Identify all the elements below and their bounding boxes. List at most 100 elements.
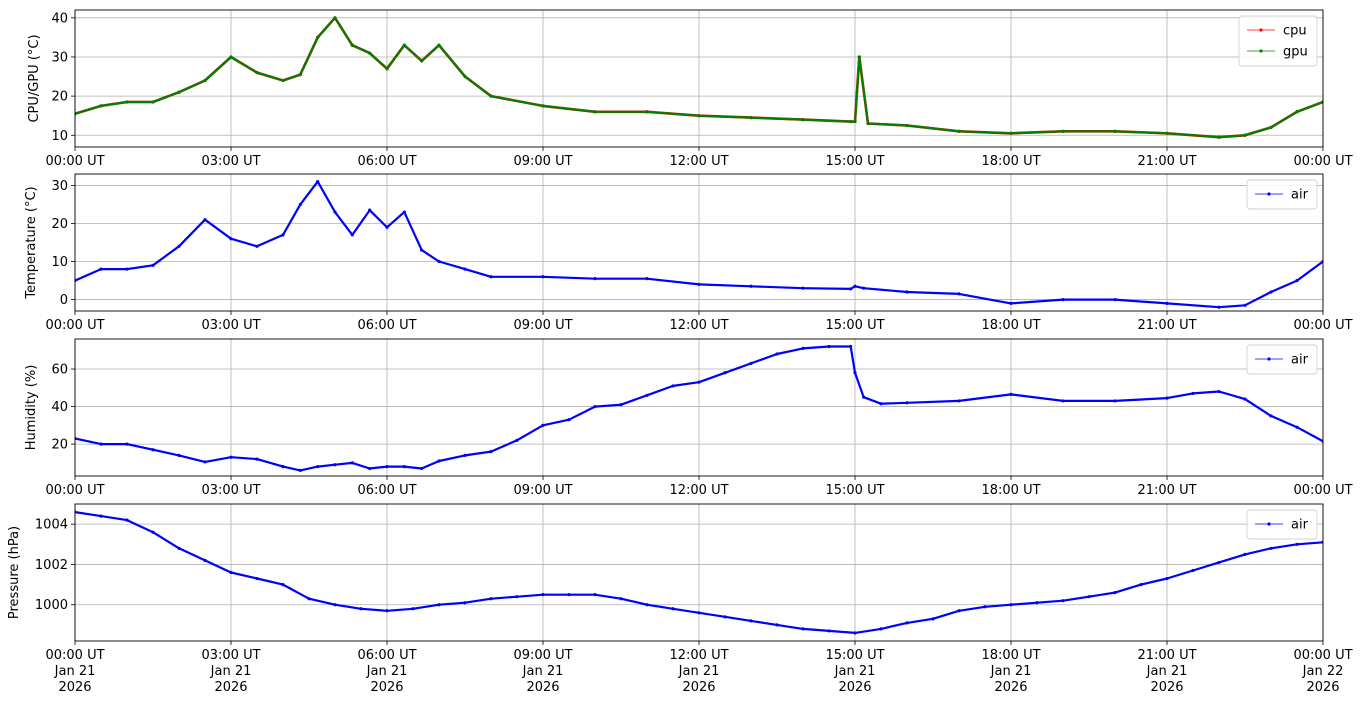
- data-point: [298, 72, 302, 77]
- x-tick-label: 00:00 UT: [45, 318, 104, 333]
- data-point: [307, 597, 311, 601]
- data-point: [645, 110, 649, 114]
- data-point: [402, 465, 406, 469]
- data-point: [333, 603, 337, 607]
- legend: air: [1246, 509, 1318, 540]
- data-point: [1035, 601, 1039, 605]
- legend-item-gpu: gpu: [1247, 45, 1308, 60]
- data-point: [541, 275, 545, 279]
- plot-frame: [74, 9, 1324, 148]
- data-point: [697, 380, 701, 384]
- data-point: [177, 244, 181, 248]
- data-point: [957, 129, 961, 133]
- data-point: [463, 74, 467, 79]
- data-point: [567, 593, 571, 597]
- plot-frame: [74, 338, 1324, 477]
- x-tick-label: 12:00 UT: [669, 318, 728, 333]
- data-point: [420, 466, 424, 471]
- data-point: [957, 609, 961, 613]
- data-point: [1243, 303, 1247, 307]
- data-point: [1295, 542, 1299, 546]
- x-tick-label: 15:00 UT Jan 21 2026: [825, 648, 884, 695]
- x-tick-label: 06:00 UT: [357, 318, 416, 333]
- x-tick-label: 18:00 UT Jan 21 2026: [981, 648, 1040, 695]
- legend-swatch-marker: [1267, 522, 1271, 526]
- x-tick-label: 03:00 UT: [201, 483, 260, 498]
- data-point: [593, 110, 597, 114]
- y-axis-label: CPU/GPU (°C): [27, 34, 42, 122]
- data-point: [541, 593, 545, 597]
- data-point: [849, 344, 853, 349]
- data-point: [1217, 560, 1221, 565]
- data-point: [1165, 301, 1169, 305]
- data-point: [853, 371, 857, 375]
- data-point: [359, 607, 363, 611]
- data-point: [957, 399, 961, 403]
- data-point: [151, 530, 155, 534]
- data-point: [515, 595, 519, 599]
- data-point: [281, 233, 285, 237]
- data-point: [385, 67, 389, 71]
- data-point: [1295, 425, 1299, 429]
- panel-2: 00:00 UT 03:00 UT 06:00 UT 09:00 UT 12:00 UT…: [24, 173, 1353, 333]
- data-point: [350, 43, 354, 47]
- plot-frame: [74, 173, 1324, 312]
- data-point: [1113, 591, 1117, 595]
- y-tick-label: 60: [51, 363, 68, 378]
- y-tick-label: 10: [51, 129, 68, 144]
- data-point: [749, 619, 753, 623]
- x-tick-label: 15:00 UT: [825, 483, 884, 498]
- x-tick-label: 18:00 UT: [981, 483, 1040, 498]
- legend-swatch-marker: [1267, 192, 1271, 196]
- data-point: [99, 267, 103, 271]
- data-point: [1009, 603, 1013, 607]
- data-point: [437, 43, 441, 47]
- x-tick-label: 09:00 UT: [513, 483, 572, 498]
- legend-swatch-marker: [1259, 28, 1263, 32]
- data-point: [255, 71, 259, 75]
- data-point: [801, 346, 805, 350]
- data-point: [862, 286, 866, 290]
- data-point: [1269, 125, 1273, 130]
- data-point: [1243, 133, 1247, 137]
- data-point: [541, 423, 545, 427]
- data-point: [463, 267, 467, 271]
- data-point: [723, 371, 727, 375]
- data-point: [593, 404, 597, 409]
- data-point: [1113, 297, 1117, 302]
- data-point: [1087, 595, 1091, 599]
- data-point: [1269, 414, 1273, 418]
- data-point: [99, 514, 103, 518]
- data-point: [827, 629, 831, 633]
- legend: cpu gpu: [1238, 15, 1318, 67]
- x-tick-label: 18:00 UT: [981, 154, 1040, 169]
- data-point: [489, 597, 493, 601]
- data-point: [489, 450, 493, 454]
- y-tick-label: 40: [51, 11, 68, 26]
- data-point: [437, 603, 441, 607]
- data-point: [281, 78, 285, 83]
- data-point: [857, 55, 861, 59]
- data-point: [849, 119, 853, 124]
- data-point: [866, 121, 870, 126]
- data-point: [862, 395, 866, 399]
- y-tick-label: 20: [51, 90, 68, 105]
- data-point: [333, 210, 337, 214]
- data-point: [827, 344, 831, 349]
- data-point: [489, 275, 493, 279]
- legend-label: cpu: [1283, 24, 1307, 39]
- data-point: [801, 627, 805, 631]
- data-point: [723, 615, 727, 619]
- x-tick-label: 00:00 UT: [45, 483, 104, 498]
- data-point: [1113, 399, 1117, 403]
- y-tick-label: 0: [60, 293, 68, 308]
- y-tick-label: 20: [51, 217, 68, 232]
- data-point: [350, 233, 354, 237]
- data-point: [255, 457, 259, 461]
- data-point: [1269, 290, 1273, 294]
- data-point: [619, 597, 623, 601]
- data-point: [619, 403, 623, 407]
- data-point: [203, 78, 207, 83]
- data-point: [853, 284, 857, 288]
- data-point: [801, 286, 805, 290]
